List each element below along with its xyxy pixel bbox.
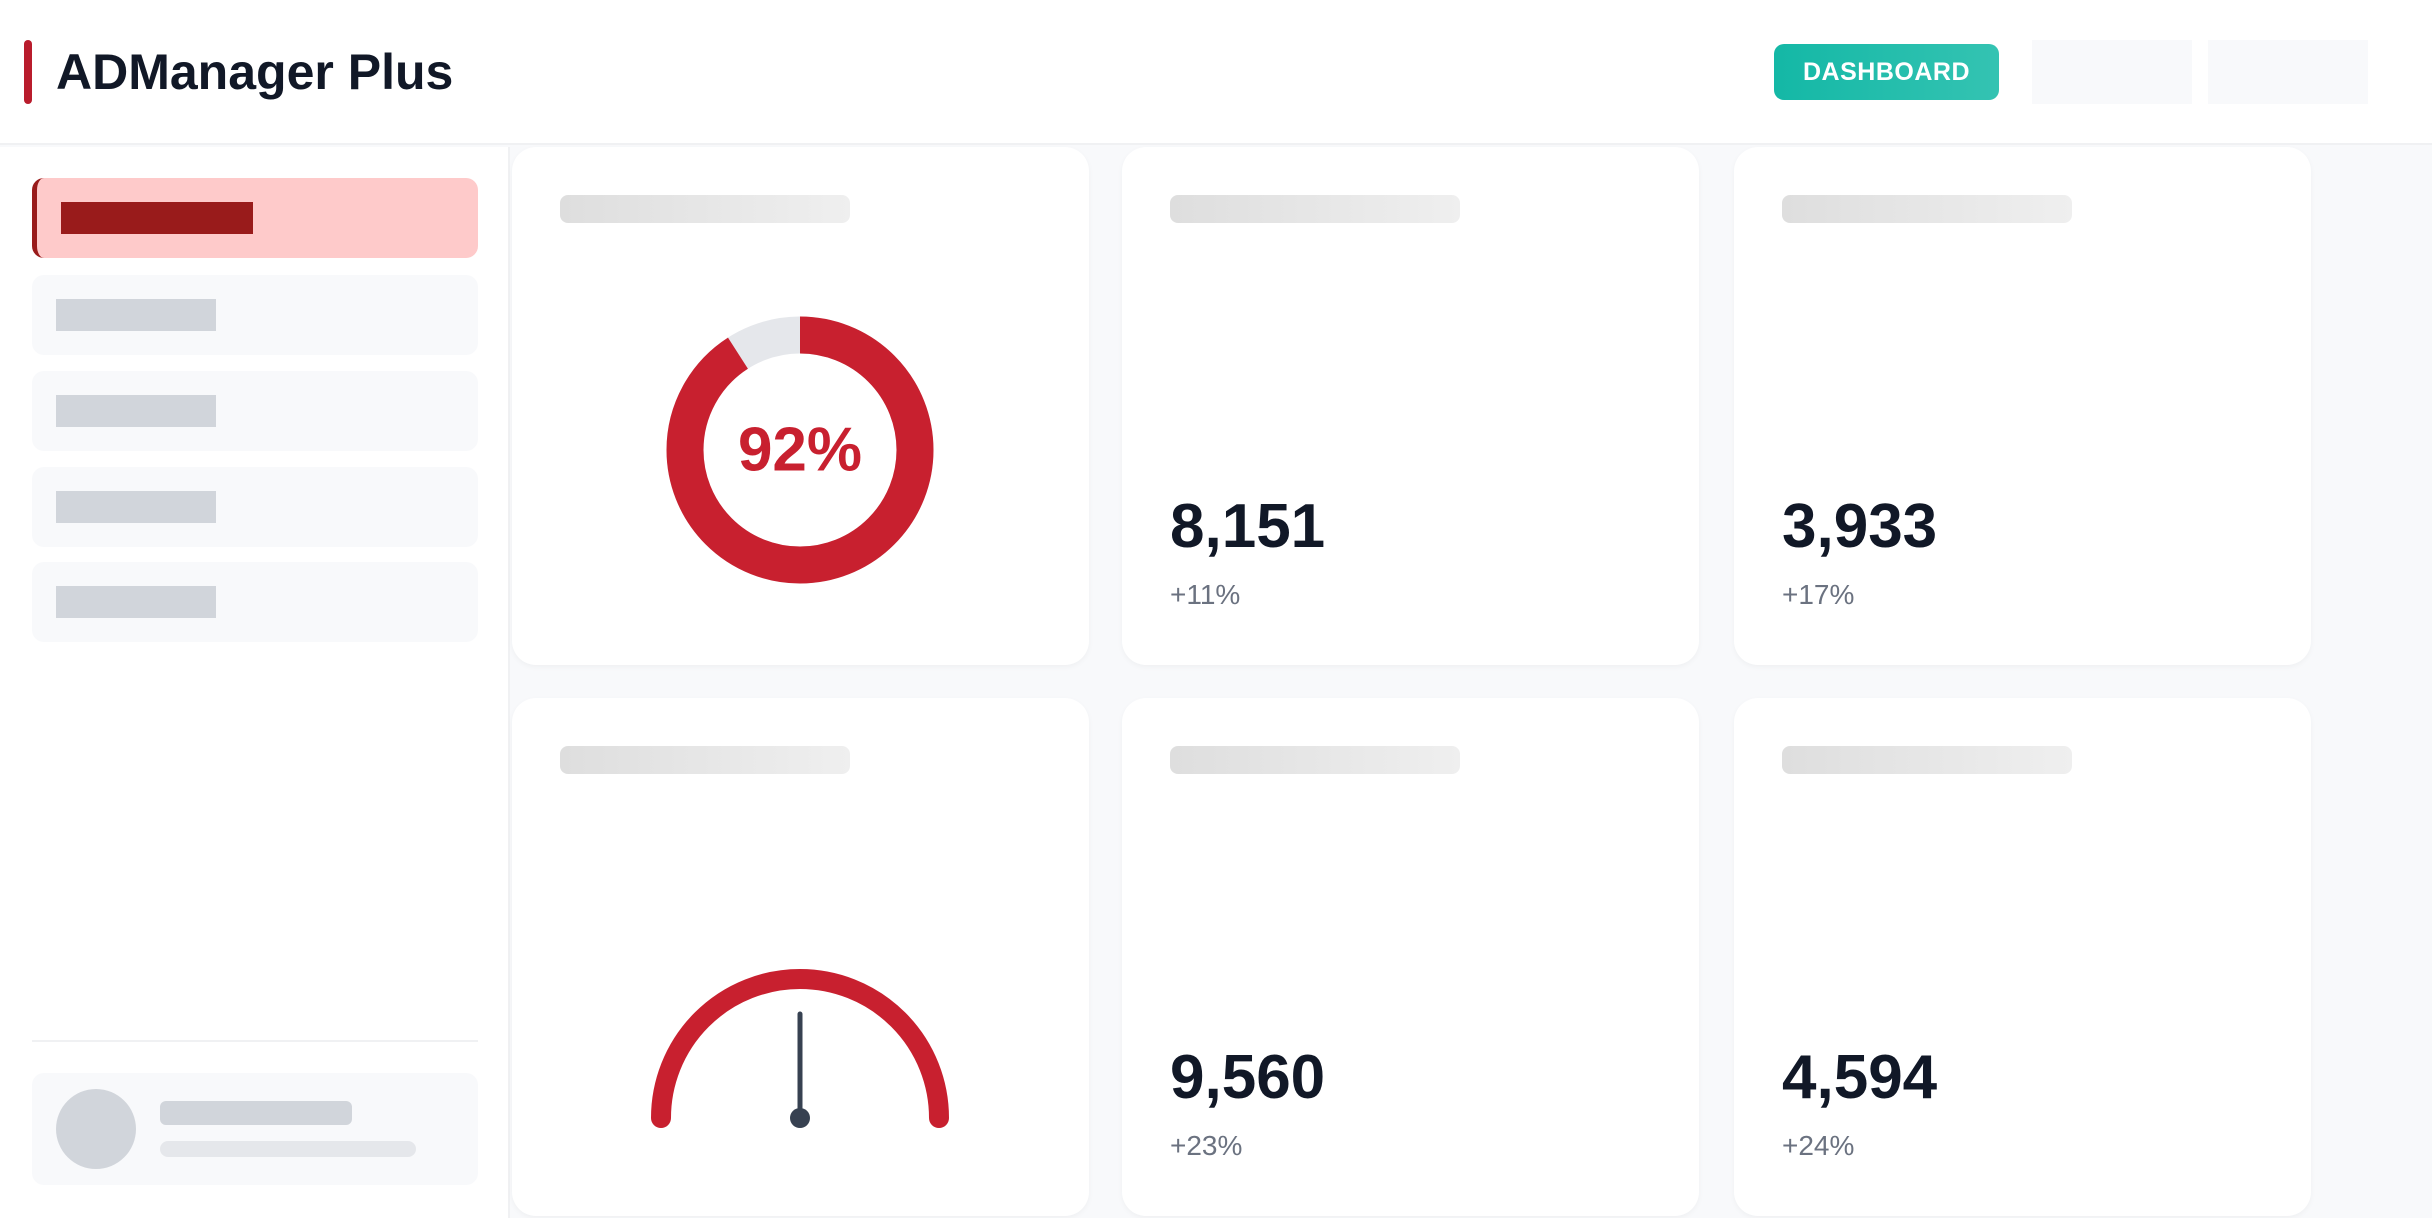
metric-value: 3,933: [1782, 492, 1938, 561]
sidebar-item-label-placeholder: [61, 202, 253, 234]
sidebar-item-active[interactable]: [32, 178, 478, 258]
card-title-placeholder: [1782, 195, 2072, 223]
brand-accent-bar: [24, 40, 32, 104]
metric-card: 8,151 +11%: [1122, 147, 1699, 665]
card-title-placeholder: [560, 195, 850, 223]
sidebar-item[interactable]: [32, 562, 478, 642]
card-title-placeholder: [1170, 746, 1460, 774]
metric-card: 4,594 +24%: [1734, 698, 2311, 1216]
app-title: ADManager Plus: [56, 44, 454, 100]
user-name-placeholder: [160, 1101, 352, 1125]
metric-value: 4,594: [1782, 1043, 1938, 1112]
header-button-placeholder[interactable]: [2032, 40, 2192, 104]
sidebar-item-label-placeholder: [56, 395, 216, 427]
header: ADManager Plus DASHBOARD: [0, 0, 2432, 145]
user-role-placeholder: [160, 1141, 416, 1157]
sidebar-item[interactable]: [32, 275, 478, 355]
gauge-card: [512, 698, 1089, 1216]
avatar: [56, 1089, 136, 1169]
sidebar-item-label-placeholder: [56, 299, 216, 331]
metric-change: +17%: [1782, 579, 1855, 610]
sidebar: [0, 147, 510, 1218]
donut-card: 92%: [512, 147, 1089, 665]
card-title-placeholder: [1782, 746, 2072, 774]
metric-card: 3,933 +17%: [1734, 147, 2311, 665]
sidebar-item[interactable]: [32, 371, 478, 451]
sidebar-item-label-placeholder: [56, 491, 216, 523]
header-button-placeholder[interactable]: [2208, 40, 2368, 104]
gauge-arc: [651, 969, 949, 1128]
user-profile-card[interactable]: [32, 1073, 478, 1185]
metric-value: 8,151: [1170, 492, 1326, 561]
donut-arc: [666, 316, 934, 584]
card-title-placeholder: [560, 746, 850, 774]
gauge-chart: [651, 969, 949, 1128]
sidebar-item-label-placeholder: [56, 586, 216, 618]
metric-change: +11%: [1170, 579, 1241, 610]
dashboard-button[interactable]: DASHBOARD: [1774, 44, 1999, 100]
metric-change: +24%: [1782, 1130, 1855, 1161]
card-title-placeholder: [1170, 195, 1460, 223]
donut-chart: 92%: [666, 316, 934, 584]
metric-card: 9,560 +23%: [1122, 698, 1699, 1216]
donut-percentage: 92%: [738, 416, 862, 485]
metric-value: 9,560: [1170, 1043, 1326, 1112]
sidebar-divider: [32, 1040, 478, 1042]
gauge-hub: [790, 1108, 810, 1128]
sidebar-item[interactable]: [32, 467, 478, 547]
metric-change: +23%: [1170, 1130, 1243, 1161]
